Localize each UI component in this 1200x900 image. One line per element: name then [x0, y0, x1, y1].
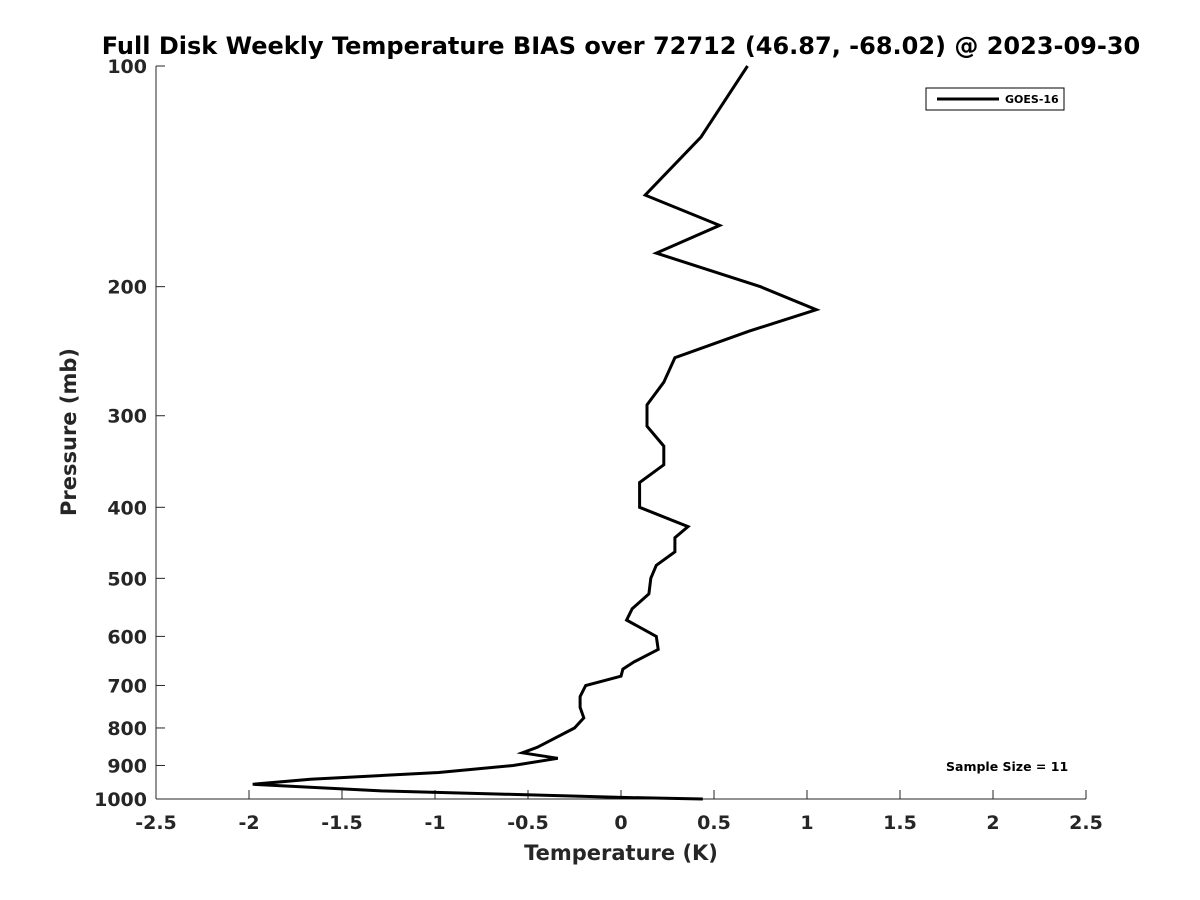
x-tick-label: -1.5	[321, 812, 363, 834]
y-tick-label: 100	[107, 56, 147, 78]
x-tick-label: -2	[238, 812, 259, 834]
y-tick-label: 400	[107, 497, 147, 519]
x-tick-label: 0.5	[697, 812, 731, 834]
y-tick-label: 600	[107, 626, 147, 648]
y-tick-label: 900	[107, 755, 147, 777]
chart-title: Full Disk Weekly Temperature BIAS over 7…	[102, 32, 1141, 60]
x-tick-label: 2.5	[1069, 812, 1103, 834]
x-tick-label: -1	[424, 812, 445, 834]
x-tick-label: -0.5	[507, 812, 549, 834]
x-tick-label: 2	[986, 812, 999, 834]
legend: GOES-16	[925, 87, 1065, 111]
y-tick-label: 1000	[94, 789, 147, 811]
legend-label-goes-16: GOES-16	[1005, 93, 1059, 106]
y-tick-label: 800	[107, 718, 147, 740]
y-tick-label: 200	[107, 277, 147, 299]
y-tick-label: 700	[107, 675, 147, 697]
x-axis-label: Temperature (K)	[524, 841, 718, 865]
x-ticks: -2.5 -2 -1.5 -1 -0.5 0 0.5 1 1.5 2 2.5	[135, 790, 1103, 834]
y-tick-label: 300	[107, 406, 147, 428]
y-tick-label: 500	[107, 568, 147, 590]
x-tick-label: 1	[800, 812, 813, 834]
x-tick-label: 1.5	[883, 812, 917, 834]
y-axis-label: Pressure (mb)	[57, 348, 81, 516]
x-tick-label: -2.5	[135, 812, 177, 834]
series-line-goes-16	[252, 65, 821, 801]
sample-size-annotation: Sample Size = 11	[946, 759, 1068, 774]
y-ticks: 100 200 300 400 500 600 700 800 900 1000	[94, 56, 165, 811]
plot-area: -2.5 -2 -1.5 -1 -0.5 0 0.5 1 1.5 2 2.5 100 200 300 40…	[94, 56, 1103, 834]
x-tick-label: 0	[614, 812, 627, 834]
